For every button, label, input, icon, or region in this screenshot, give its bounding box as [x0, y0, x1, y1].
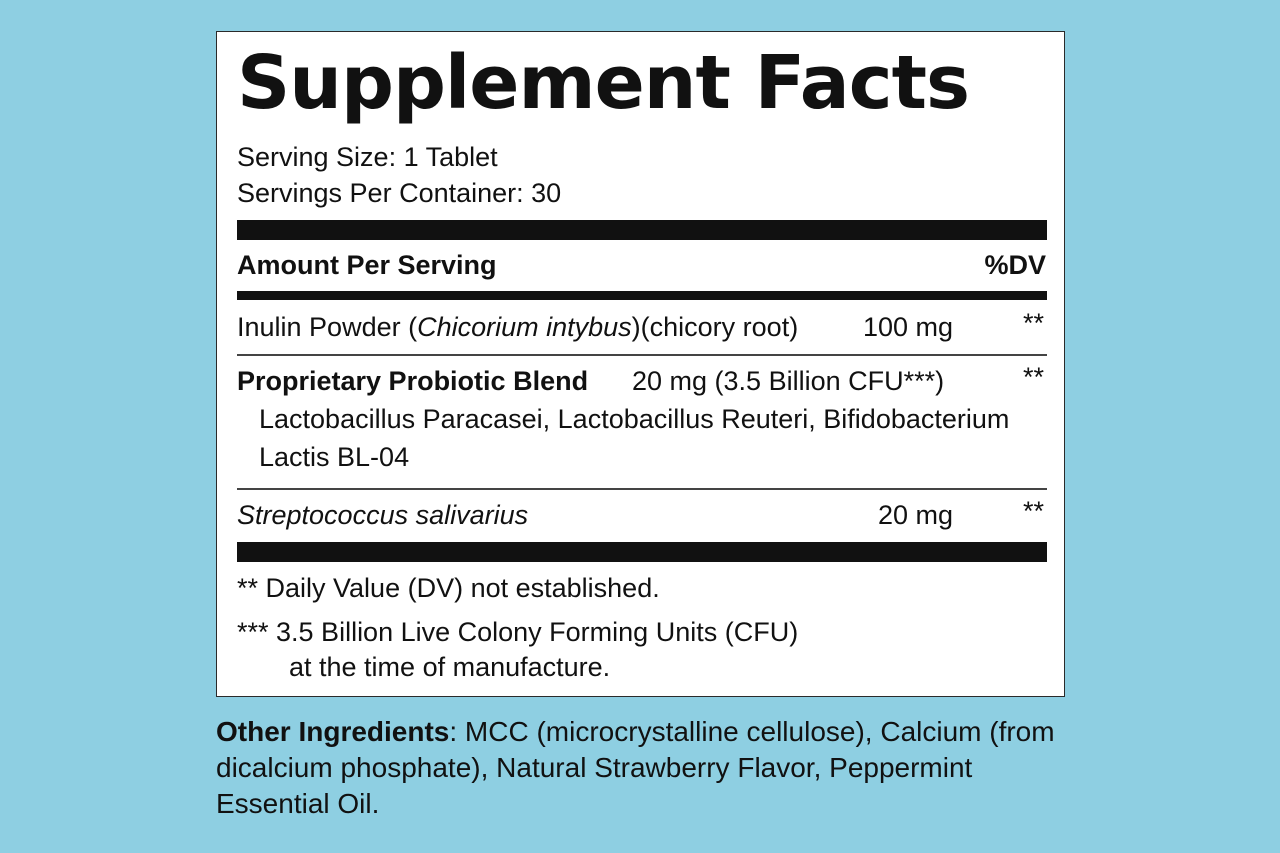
ingredient-name-prefix: Inulin Powder ( [237, 312, 418, 342]
footnote-dv: ** Daily Value (DV) not established. [237, 573, 660, 603]
ingredient-name-streptococcus: Streptococcus salivarius [237, 500, 529, 530]
blend-sub-line-1: Lactobacillus Paracasei, Lactobacillus R… [259, 404, 1010, 434]
ingredient-name-suffix: )(chicory root) [631, 312, 799, 342]
thick-divider-top [237, 220, 1047, 240]
serving-size: Serving Size: 1 Tablet [237, 142, 498, 172]
medium-divider [237, 291, 1047, 300]
ingredient-dv-probiotic-blend: ** [1022, 362, 1044, 392]
dv-header: %DV [984, 250, 1046, 280]
ingredient-latin-name: Chicorium intybus [417, 312, 632, 342]
footnote-cfu-line-1: *** 3.5 Billion Live Colony Forming Unit… [237, 617, 799, 647]
ingredient-name-probiotic-blend: Proprietary Probiotic Blend [237, 366, 589, 396]
ingredient-dv-inulin: ** [1022, 308, 1044, 338]
ingredient-amount-inulin: 100 mg [863, 312, 954, 342]
ingredient-dv-streptococcus: ** [1022, 496, 1044, 526]
row-divider [237, 488, 1047, 490]
thick-divider-bottom [237, 542, 1047, 562]
other-ingredients-separator: : [449, 716, 458, 747]
supplement-facts-panel: Supplement Facts Serving Size: 1 Tablet … [216, 31, 1065, 697]
panel-title: Supplement Facts [237, 40, 970, 126]
footnote-cfu-line-2: at the time of manufacture. [289, 652, 611, 682]
ingredient-amount-streptococcus: 20 mg [878, 500, 954, 530]
other-ingredients: Other Ingredients: MCC (microcrystalline… [216, 714, 1056, 822]
other-ingredients-label: Other Ingredients [216, 716, 450, 747]
row-divider [237, 354, 1047, 356]
ingredient-amount-probiotic-blend: 20 mg (3.5 Billion CFU***) [632, 366, 945, 396]
blend-sub-line-2: Lactis BL-04 [259, 442, 410, 472]
servings-per-container: Servings Per Container: 30 [237, 178, 562, 208]
other-ingredients-text: MCC (microcrystalline cellulose), Calciu… [216, 716, 1055, 819]
ingredient-name-inulin: Inulin Powder (Chicorium intybus)(chicor… [237, 314, 798, 341]
amount-per-serving-header: Amount Per Serving [237, 250, 497, 280]
